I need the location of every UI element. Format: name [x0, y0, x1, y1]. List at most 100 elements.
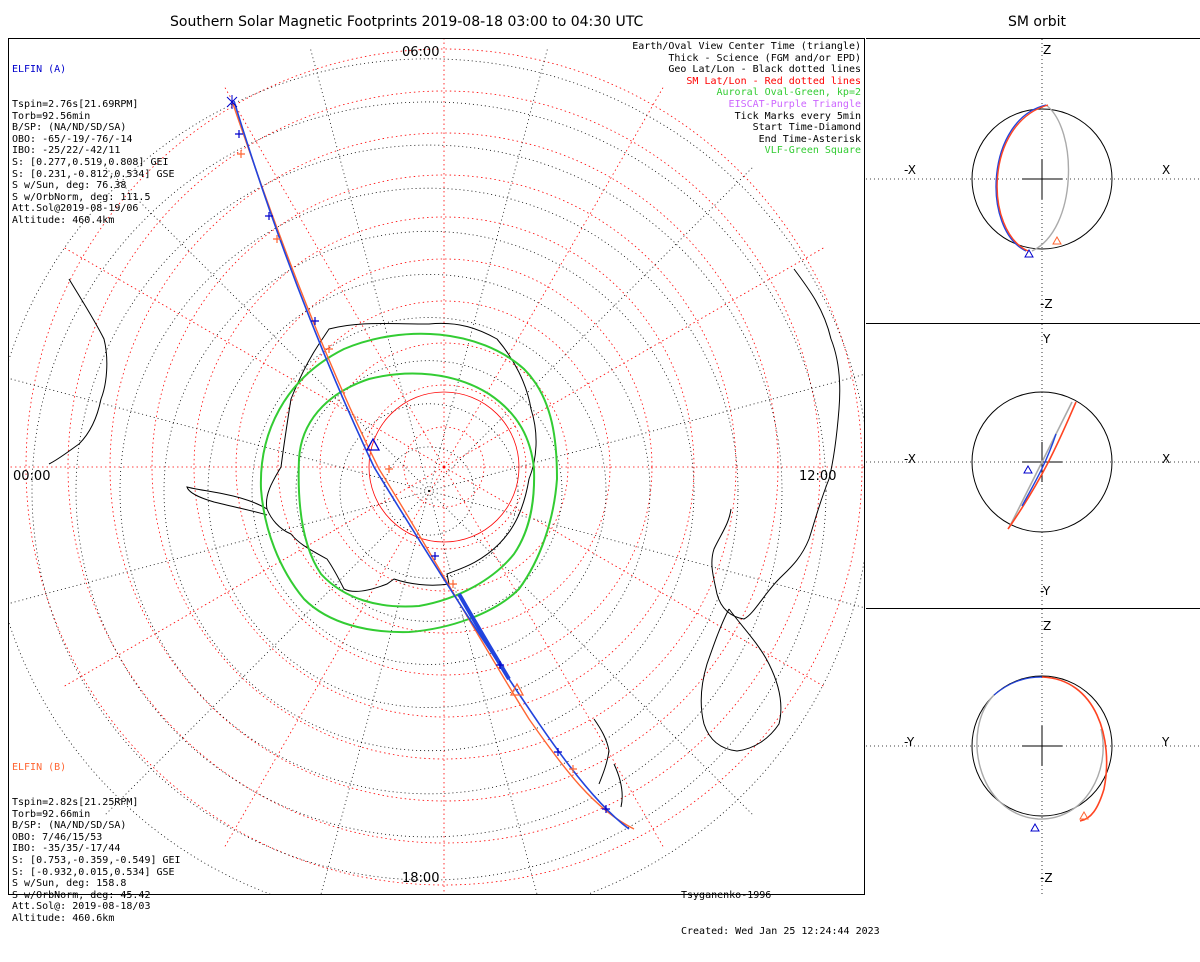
geo-latitude-circle [339, 403, 519, 579]
elfin-a-tick-marks [235, 130, 610, 813]
geo-latitude-circle [163, 230, 695, 752]
elfin-a-orbit [1021, 433, 1057, 507]
elfin-a-science-segment [457, 593, 511, 681]
geo-longitude-line [9, 490, 430, 604]
elfin-a-orbit [995, 104, 1047, 252]
elfin-b-param-line: Torb=92.66min [12, 808, 91, 820]
geo-latitude-circle [207, 274, 651, 708]
elfin-b-param-line: S w/OrbNorm, deg: 45.42 [12, 889, 151, 901]
elfin-b-orbit [1007, 401, 1077, 530]
elfin-b-param-line: OBO: 7/46/15/53 [12, 831, 103, 843]
geo-longitude-line [320, 490, 430, 894]
legend-item: SM Lat/Lon - Red dotted lines [686, 75, 861, 87]
south-america-coast [48, 278, 108, 465]
antarctic-peninsula [186, 486, 268, 516]
geo-longitude-line [9, 378, 430, 492]
axis-down: -Z [1040, 297, 1053, 311]
earth-circle [971, 108, 1113, 250]
clock-label-left: 00:00 [13, 469, 51, 484]
orbit-panel-xy: Y -Y -X X [866, 323, 1200, 609]
sm-latitude-circle [25, 48, 863, 886]
sm-latitude-circle [277, 300, 611, 634]
elfin-a-footprint-track [233, 100, 630, 830]
axis-right: X [1162, 163, 1171, 177]
model-name: Tsyganenko-1996 [681, 890, 772, 901]
axis-right: Y [1162, 735, 1170, 749]
elfin-b-param-line: IBO: -35/35/-17/44 [12, 843, 121, 855]
geo-longitude-line [428, 46, 549, 492]
geo-longitude-line [428, 490, 755, 817]
elfin-a-param-line: OBO: -65/-19/-76/-14 [12, 133, 133, 145]
clock-label-right: 12:00 [799, 469, 837, 484]
orbit-xy-svg [866, 324, 1200, 609]
elfin-a-param-line: S w/OrbNorm, deg: 111.5 [12, 191, 151, 203]
orbit-path-grey [976, 694, 1104, 820]
new-zealand-coast [593, 718, 623, 808]
orbit-title: SM orbit [1008, 14, 1067, 30]
elfin-b-param-line: B/SP: (NA/ND/SD/SA) [12, 820, 127, 832]
elfin-b-info: ELFIN (B) Tspin=2.82s[21.25RPM] Torb=92.6… [12, 739, 181, 948]
sm-longitude-line [443, 85, 665, 468]
elfin-b-orbit [996, 104, 1049, 252]
geo-longitude-line [428, 490, 538, 894]
sm-longitude-line [223, 466, 445, 849]
axis-up: Z [1043, 43, 1052, 57]
map-title: Southern Solar Magnetic Footprints 2019-… [170, 14, 644, 30]
legend-item: Start Time-Diamond [752, 122, 861, 134]
geo-latitude-circle [119, 187, 739, 795]
orbit-path-grey [1009, 401, 1073, 527]
elfin-b-param-line: Att.Sol@: 2019-08-18/03 [12, 901, 151, 913]
map-footer: Tsyganenko-1996 Created: Wed Jan 25 12:2… [681, 866, 880, 962]
clock-label-bottom: 18:00 [402, 871, 440, 886]
elfin-a-label: ELFIN (A) [12, 64, 67, 76]
geo-latitude-circle [75, 144, 783, 838]
orbit-xz-svg [866, 39, 1200, 324]
elfin-b-param-line: Tspin=2.82s[21.25RPM] [12, 796, 139, 808]
geo-longitude-line [103, 490, 430, 817]
elfin-a-param-line: S: [0.277,0.519,0.808] GEI [12, 156, 169, 168]
sm-longitude-line [443, 466, 665, 849]
axis-down: -Z [1040, 871, 1053, 885]
sm-longitude-line [62, 246, 445, 468]
elfin-a-param-line: S w/Sun, deg: 76.38 [12, 180, 127, 192]
legend-item: Auroral Oval-Green, kp=2 [716, 87, 862, 99]
auroral-oval-inner [297, 372, 536, 608]
sm-latitude-circle [151, 174, 737, 760]
elfin-a-info: ELFIN (A) Tspin=2.76s[21.69RPM] Torb=92.5… [12, 41, 175, 250]
elfin-a-param-line: Altitude: 460.4km [12, 214, 115, 226]
coastlines [48, 268, 841, 808]
elfin-b-parameters: Tspin=2.82s[21.25RPM] Torb=92.66min B/SP: … [12, 797, 181, 925]
elfin-b-footprint-track [231, 100, 635, 830]
legend-item: Geo Lat/Lon - Black dotted lines [668, 64, 861, 76]
axis-right: X [1162, 452, 1171, 466]
elfin-b-triangle [1052, 235, 1062, 245]
geo-longitude-line [428, 490, 864, 608]
geo-latitude-circle [295, 360, 563, 622]
elfin-b-triangle [1079, 810, 1089, 820]
antarctica-coast [265, 322, 537, 592]
orbit-panel-yz: Z -Z -Y Y [866, 608, 1200, 894]
earth-circle [971, 391, 1113, 533]
elfin-a-param-line: Torb=92.56min [12, 110, 91, 122]
axis-left: -X [904, 163, 916, 177]
legend-item: EISCAT-Purple Triangle [728, 98, 861, 110]
geo-longitude-line [103, 165, 430, 492]
elfin-b-orbit [1041, 676, 1108, 822]
axis-up: Z [1043, 619, 1052, 633]
orbit-yz-svg [866, 609, 1200, 894]
elfin-a-triangle [1030, 822, 1040, 832]
africa-coast [711, 268, 841, 620]
elfin-a-param-line: IBO: -25/22/-42/11 [12, 145, 121, 157]
elfin-b-param-line: S: [-0.932,0.015,0.534] GSE [12, 866, 175, 878]
sm-latitude-circle [403, 426, 485, 508]
australia-coast [700, 608, 782, 752]
geo-longitude-line [428, 374, 864, 492]
elfin-a-param-line: B/SP: (NA/ND/SD/SA) [12, 122, 127, 134]
elfin-a-view-center-triangle [365, 437, 381, 451]
legend-item: Earth/Oval View Center Time (triangle) [632, 41, 861, 52]
sm-pole-circle [368, 391, 520, 543]
elfin-a-param-line: Att.Sol@2019-08-19/06 [12, 203, 139, 215]
sm-latitude-circle [319, 342, 569, 592]
geo-latitude-circle [9, 58, 864, 894]
polar-map-svg [9, 39, 864, 894]
